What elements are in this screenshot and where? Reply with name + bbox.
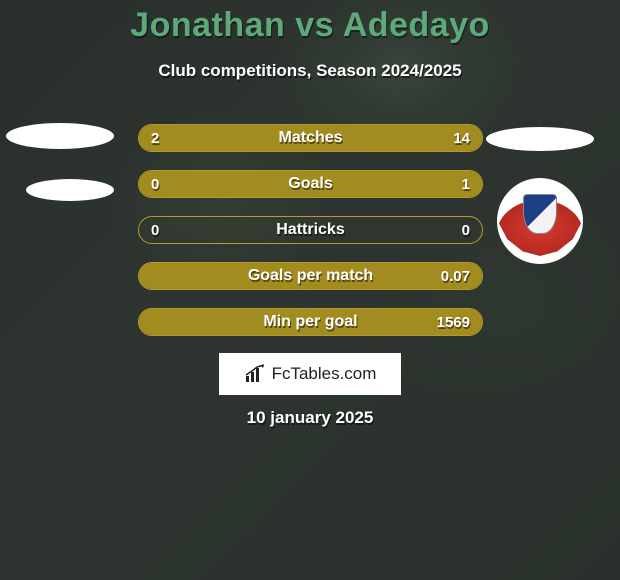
brand-box: FcTables.com xyxy=(219,353,401,395)
bar-right-fill xyxy=(139,171,482,197)
team-badge-right: 33 xyxy=(497,178,583,264)
stat-row-hattricks: 0Hattricks0 xyxy=(138,216,483,244)
stat-left-value: 0 xyxy=(151,217,159,243)
side-ellipse-0 xyxy=(6,123,114,149)
stat-row-goals: 0Goals1 xyxy=(138,170,483,198)
stats-bars: 2Matches14 0Goals1 0Hattricks0 Goals per ma… xyxy=(138,124,483,354)
stat-label: Hattricks xyxy=(139,217,482,243)
bar-left-fill xyxy=(139,125,182,151)
stat-right-value: 0 xyxy=(462,217,470,243)
page-title: Jonathan vs Adedayo xyxy=(0,0,620,45)
stat-row-min-per-goal: Min per goal1569 xyxy=(138,308,483,336)
side-ellipse-2 xyxy=(486,127,594,151)
badge-number: 33 xyxy=(534,202,545,213)
badge-shield xyxy=(523,194,557,234)
stat-row-matches: 2Matches14 xyxy=(138,124,483,152)
date-text: 10 january 2025 xyxy=(0,408,620,428)
bar-right-fill xyxy=(139,263,482,289)
brand-name: FcTables.com xyxy=(272,364,377,384)
subtitle: Club competitions, Season 2024/2025 xyxy=(0,61,620,81)
bar-right-fill xyxy=(182,125,482,151)
side-ellipse-1 xyxy=(26,179,114,201)
stat-row-goals-per-match: Goals per match0.07 xyxy=(138,262,483,290)
bar-right-fill xyxy=(139,309,482,335)
brand-chart-icon xyxy=(244,364,266,384)
